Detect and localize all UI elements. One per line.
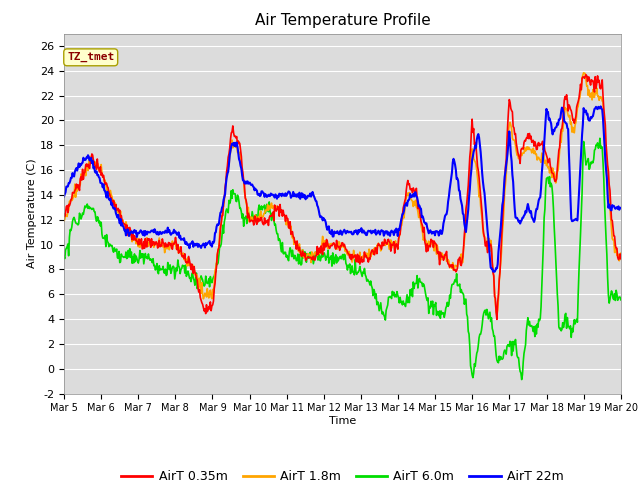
AirT 6.0m (184, 268, 192, 274)
AirT 1.8m (70, 194, 78, 200)
Line: AirT 6.0m: AirT 6.0m (64, 138, 621, 380)
AirT 1.8m (214, 252, 221, 257)
AirT 6.0m (214, 262, 221, 267)
AirT 6.0m (70, 215, 78, 220)
AirT 22m (597, 104, 605, 109)
AirT 1.8m (426, 243, 434, 249)
AirT 6.0m (596, 135, 604, 141)
AirT 6.0m (518, 377, 525, 383)
AirT 22m (70, 174, 78, 180)
Legend: AirT 0.35m, AirT 1.8m, AirT 6.0m, AirT 22m: AirT 0.35m, AirT 1.8m, AirT 6.0m, AirT 2… (116, 465, 568, 480)
AirT 22m (214, 221, 221, 227)
AirT 22m (491, 269, 499, 275)
Line: AirT 22m: AirT 22m (64, 107, 621, 272)
AirT 22m (617, 205, 625, 211)
AirT 1.8m (60, 218, 68, 224)
AirT 0.35m (493, 316, 500, 322)
AirT 6.0m (426, 305, 434, 311)
AirT 0.35m (70, 190, 78, 196)
AirT 22m (60, 194, 68, 200)
Text: TZ_tmet: TZ_tmet (67, 52, 115, 62)
AirT 1.8m (127, 233, 135, 239)
AirT 6.0m (617, 297, 625, 303)
AirT 1.8m (493, 312, 500, 318)
AirT 0.35m (410, 187, 418, 193)
AirT 22m (410, 194, 418, 200)
AirT 0.35m (127, 233, 135, 239)
AirT 6.0m (410, 286, 418, 291)
Line: AirT 0.35m: AirT 0.35m (64, 75, 621, 319)
AirT 22m (127, 228, 135, 234)
Title: Air Temperature Profile: Air Temperature Profile (255, 13, 430, 28)
AirT 0.35m (214, 252, 221, 257)
AirT 22m (184, 241, 192, 247)
AirT 0.35m (426, 244, 434, 250)
AirT 1.8m (410, 199, 418, 204)
AirT 0.35m (617, 256, 625, 262)
X-axis label: Time: Time (329, 416, 356, 426)
AirT 0.35m (582, 72, 590, 78)
AirT 1.8m (184, 254, 192, 260)
Line: AirT 1.8m: AirT 1.8m (64, 73, 621, 315)
AirT 0.35m (184, 260, 192, 266)
AirT 22m (426, 228, 434, 233)
AirT 6.0m (127, 249, 135, 255)
AirT 0.35m (60, 212, 68, 217)
Y-axis label: Air Temperature (C): Air Temperature (C) (28, 159, 37, 268)
AirT 6.0m (60, 253, 68, 259)
AirT 1.8m (580, 70, 588, 76)
AirT 1.8m (617, 251, 625, 256)
